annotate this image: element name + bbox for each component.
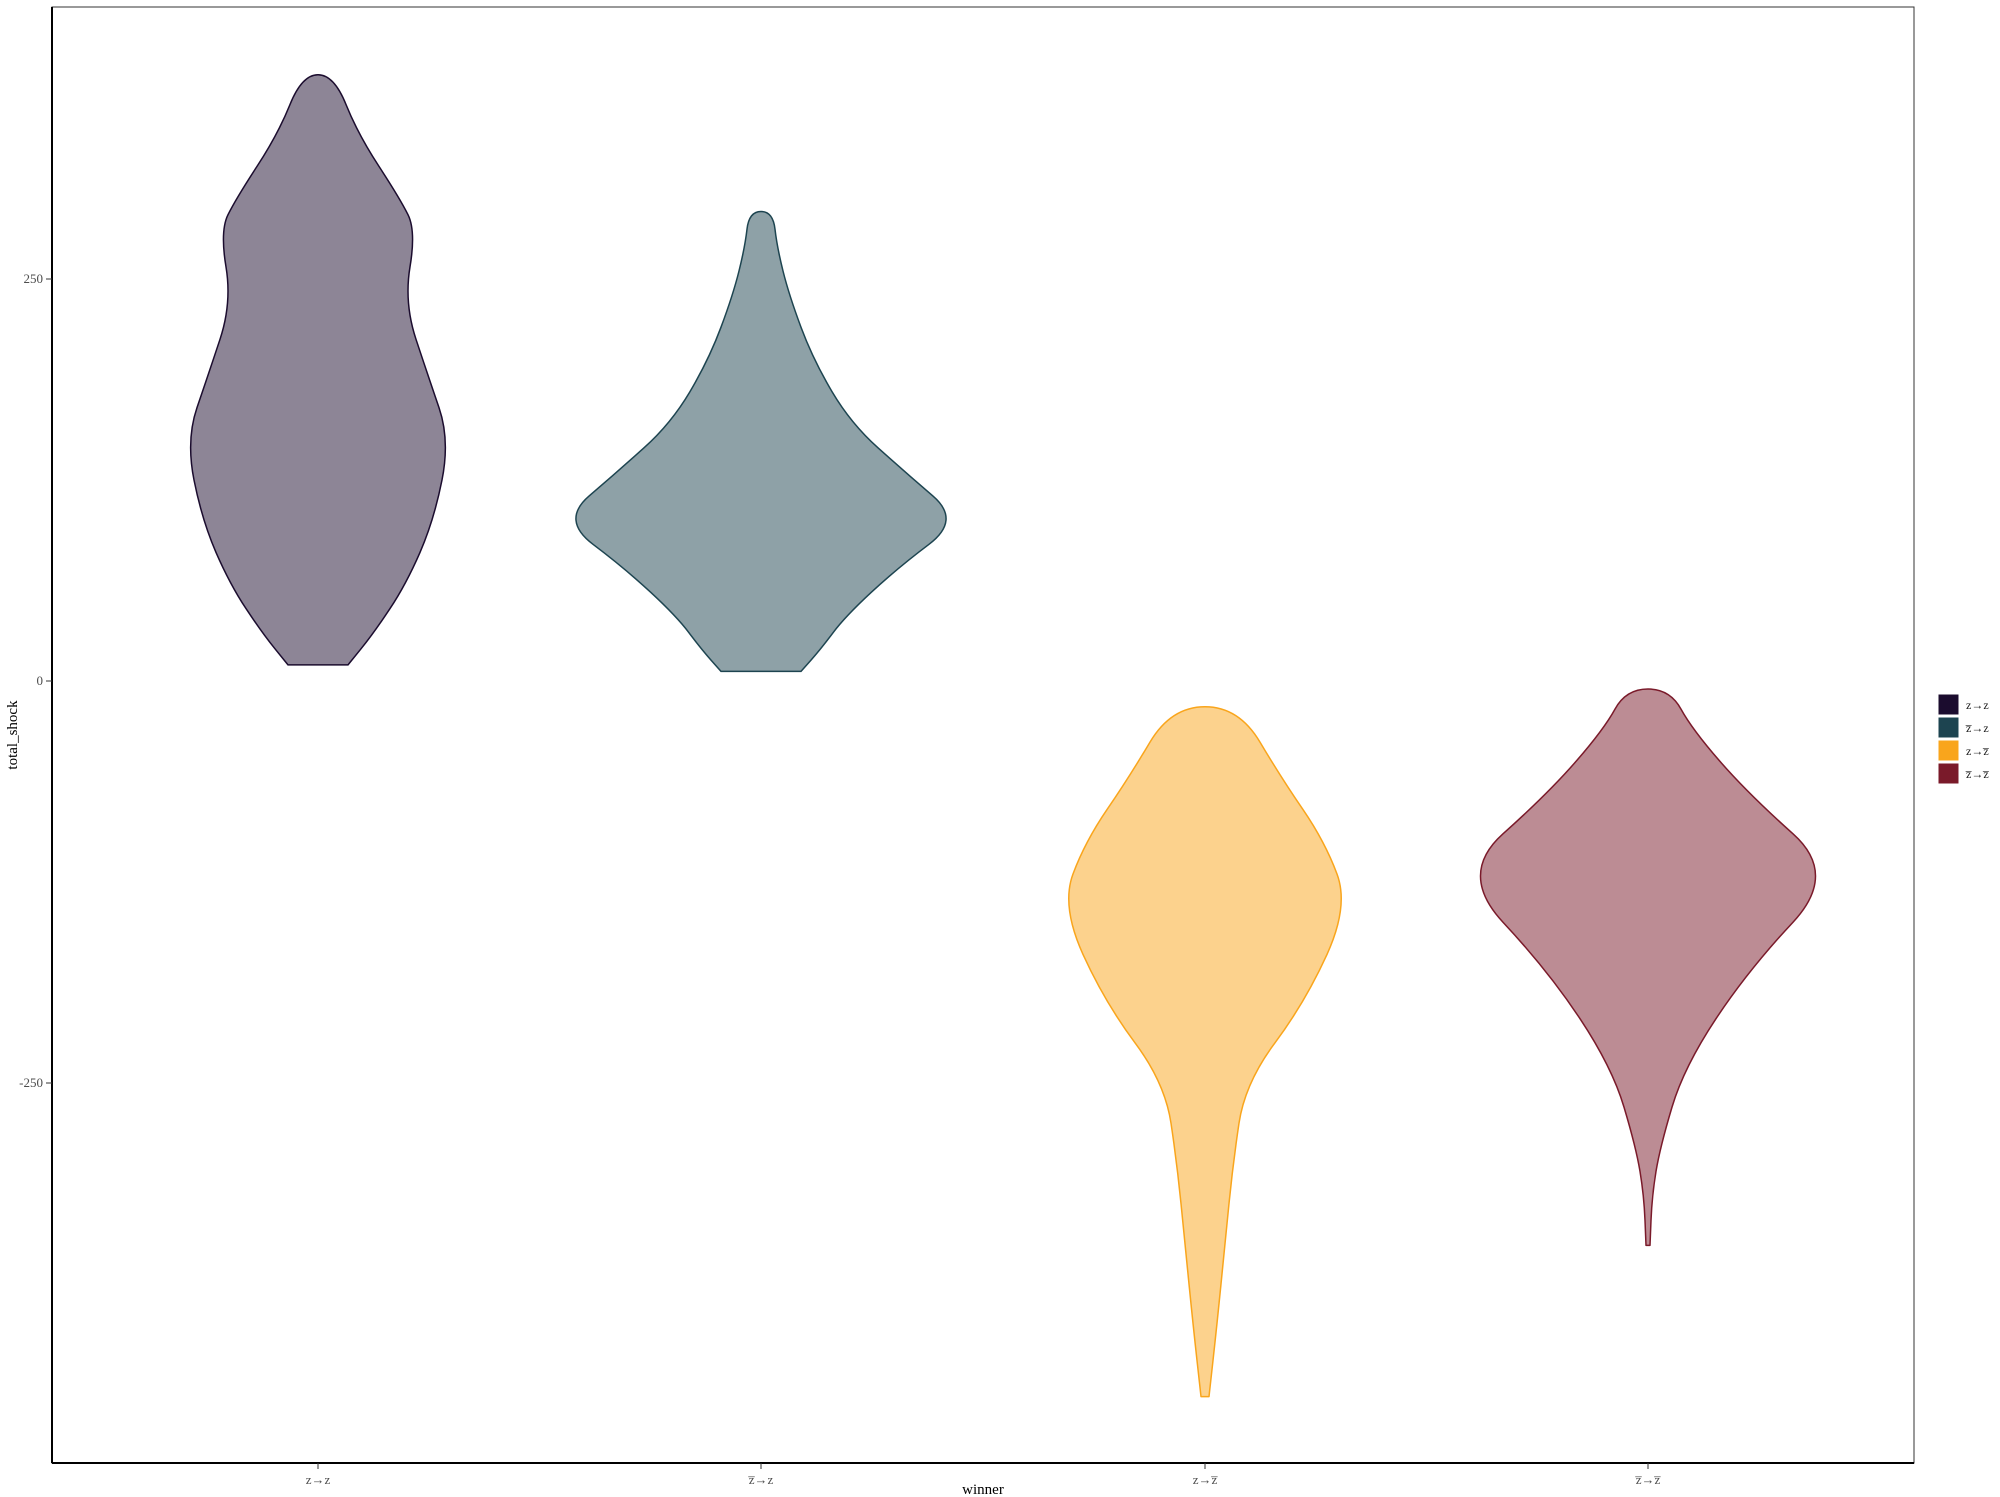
x-tick-label: z→z — [306, 1472, 331, 1487]
legend-key-3 — [1937, 739, 1960, 762]
violin-3 — [1068, 705, 1342, 1398]
x-ticks: z→z z̅→z z→z̅ z̅→z̅ — [306, 1463, 1662, 1487]
legend-label-3: z→z̅ — [1966, 744, 1990, 758]
x-tick-label: z̅→z — [748, 1472, 774, 1487]
violins-layer — [189, 74, 1817, 1398]
x-axis-title: winner — [962, 1482, 1004, 1497]
legend-label-4: z̅→z̅ — [1965, 767, 1990, 781]
violin-2 — [575, 210, 947, 673]
legend-key-1 — [1937, 693, 1960, 716]
y-tick-label: 0 — [37, 673, 44, 688]
violin-1 — [189, 74, 447, 666]
y-tick-label: 250 — [24, 271, 44, 286]
y-axis-title: total_shock — [5, 700, 21, 770]
legend-key-2 — [1937, 716, 1960, 739]
violin-4 — [1479, 688, 1817, 1247]
x-tick-label: z→z̅ — [1193, 1472, 1219, 1487]
y-ticks: -250 0 250 — [19, 271, 52, 1090]
legend: z→z z̅→z z→z̅ z̅→z̅ — [1937, 693, 1990, 785]
legend-key-4 — [1937, 762, 1960, 785]
legend-label-1: z→z — [1966, 698, 1989, 712]
y-tick-label: -250 — [19, 1075, 43, 1090]
legend-label-2: z̅→z — [1965, 721, 1989, 735]
x-tick-label: z̅→z̅ — [1635, 1472, 1662, 1487]
